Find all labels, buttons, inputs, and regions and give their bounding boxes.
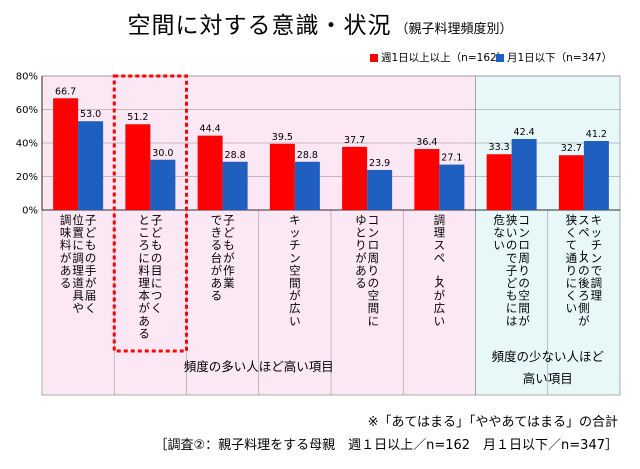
bar-s1-c1: [53, 98, 79, 210]
chart-title-block: 空間に対する意識・状況 （親子料理頻度別）: [0, 6, 640, 40]
value-label-s2-c4: 28.8: [297, 150, 318, 161]
group-label-1-line-1: 頻度の多い人ほど高い項目: [184, 359, 334, 374]
category-label-8-line-3: 狭くて通りにくい: [566, 213, 578, 315]
bar-s2-c7: [511, 138, 537, 210]
value-label-s1-c6: 36.4: [416, 137, 437, 148]
category-label-1-line-1: 子どもの手が届く: [85, 213, 97, 315]
bar-s1-c4: [269, 143, 295, 210]
category-label-7-line-1: コンロ周りの空間が: [518, 213, 530, 328]
bar-s2-c4: [294, 161, 320, 210]
group-label-2-line-1: 頻度の少ない人ほど: [491, 349, 604, 364]
category-label-8-line-1: キッチンで調理: [591, 213, 603, 303]
value-label-s1-c5: 37.7: [344, 135, 365, 146]
value-label-s1-c4: 39.5: [272, 132, 293, 143]
category-label-2-line-2: ところに料理本がある: [138, 213, 150, 340]
value-label-s1-c8: 32.7: [561, 143, 582, 154]
value-label-s2-c3: 28.8: [225, 150, 246, 161]
value-label-s2-c6: 27.1: [441, 153, 462, 164]
value-label-s1-c3: 44.4: [200, 124, 221, 135]
category-label-4-line-1: キッチン空間が広い: [289, 213, 301, 328]
value-label-s1-c1: 66.7: [55, 86, 76, 97]
highlight-box: [112, 74, 188, 353]
category-label-1-line-2: 位置に調理道具や: [72, 213, 84, 315]
y-tick-label-0: 0%: [22, 206, 38, 217]
legend-swatch-2: [496, 54, 504, 62]
category-label-7-line-3: 危ない: [493, 213, 505, 252]
value-label-s2-c2: 30.0: [152, 148, 173, 159]
value-label-s2-c7: 42.4: [514, 127, 535, 138]
y-tick-label-60: 60%: [16, 105, 38, 116]
legend-label-1: 週1日以上以上（n=162）: [381, 52, 507, 64]
category-label-3-line-1: 子どもが作業: [223, 213, 235, 290]
bar-s1-c5: [342, 146, 368, 210]
bar-s1-c3: [197, 135, 223, 210]
category-label-5-line-2: ゆとりがある: [355, 213, 367, 290]
bar-s2-c5: [367, 169, 393, 210]
bar-s2-c8: [583, 140, 609, 210]
chart-title: 空間に対する意識・状況: [127, 13, 392, 39]
bar-s1-c6: [414, 149, 440, 210]
value-label-s2-c5: 23.9: [369, 158, 390, 169]
y-tick-label-40: 40%: [16, 139, 38, 150]
bar-s2-c6: [439, 164, 465, 210]
category-label-8-line-2: スペースの後ろ側が: [575, 213, 590, 328]
footnote-survey: ［調査②：親子料理をする母親 週１日以上／n=162 月１日以下／n=347］: [154, 438, 618, 453]
bar-s2-c2: [150, 159, 176, 210]
category-label-2-line-1: 子どもの目につく: [151, 213, 163, 315]
category-label-1-line-3: 調味料がある: [60, 213, 72, 290]
bar-s1-c2: [125, 124, 151, 210]
category-label-3-line-2: できる台がある: [211, 213, 223, 303]
legend-swatch-1: [370, 54, 378, 62]
legend-label-2: 月1日以下（n=347）: [507, 52, 612, 64]
y-tick-label-20: 20%: [16, 172, 38, 183]
bar-s1-c8: [558, 155, 584, 210]
group-label-2-line-2: 高い項目: [523, 371, 573, 386]
value-label-s2-c1: 53.0: [80, 109, 101, 120]
value-label-s1-c2: 51.2: [127, 112, 148, 123]
value-label-s2-c8: 41.2: [586, 129, 607, 140]
y-tick-label-80: 80%: [16, 72, 38, 83]
bar-s1-c7: [486, 154, 512, 210]
category-label-7-line-2: 狭いので子どもには: [506, 213, 518, 328]
footnote-aggregation: ※「あてはまる」「ややあてはまる」の合計: [367, 415, 618, 430]
value-label-s1-c7: 33.3: [489, 142, 510, 153]
bar-s2-c3: [222, 161, 248, 210]
category-label-6-line-1: 調理スペースが広い: [431, 213, 446, 328]
chart-subtitle: （親子料理頻度別）: [395, 22, 513, 37]
bar-s2-c1: [78, 121, 104, 210]
category-label-5-line-1: コンロ周りの空間に: [368, 213, 380, 328]
